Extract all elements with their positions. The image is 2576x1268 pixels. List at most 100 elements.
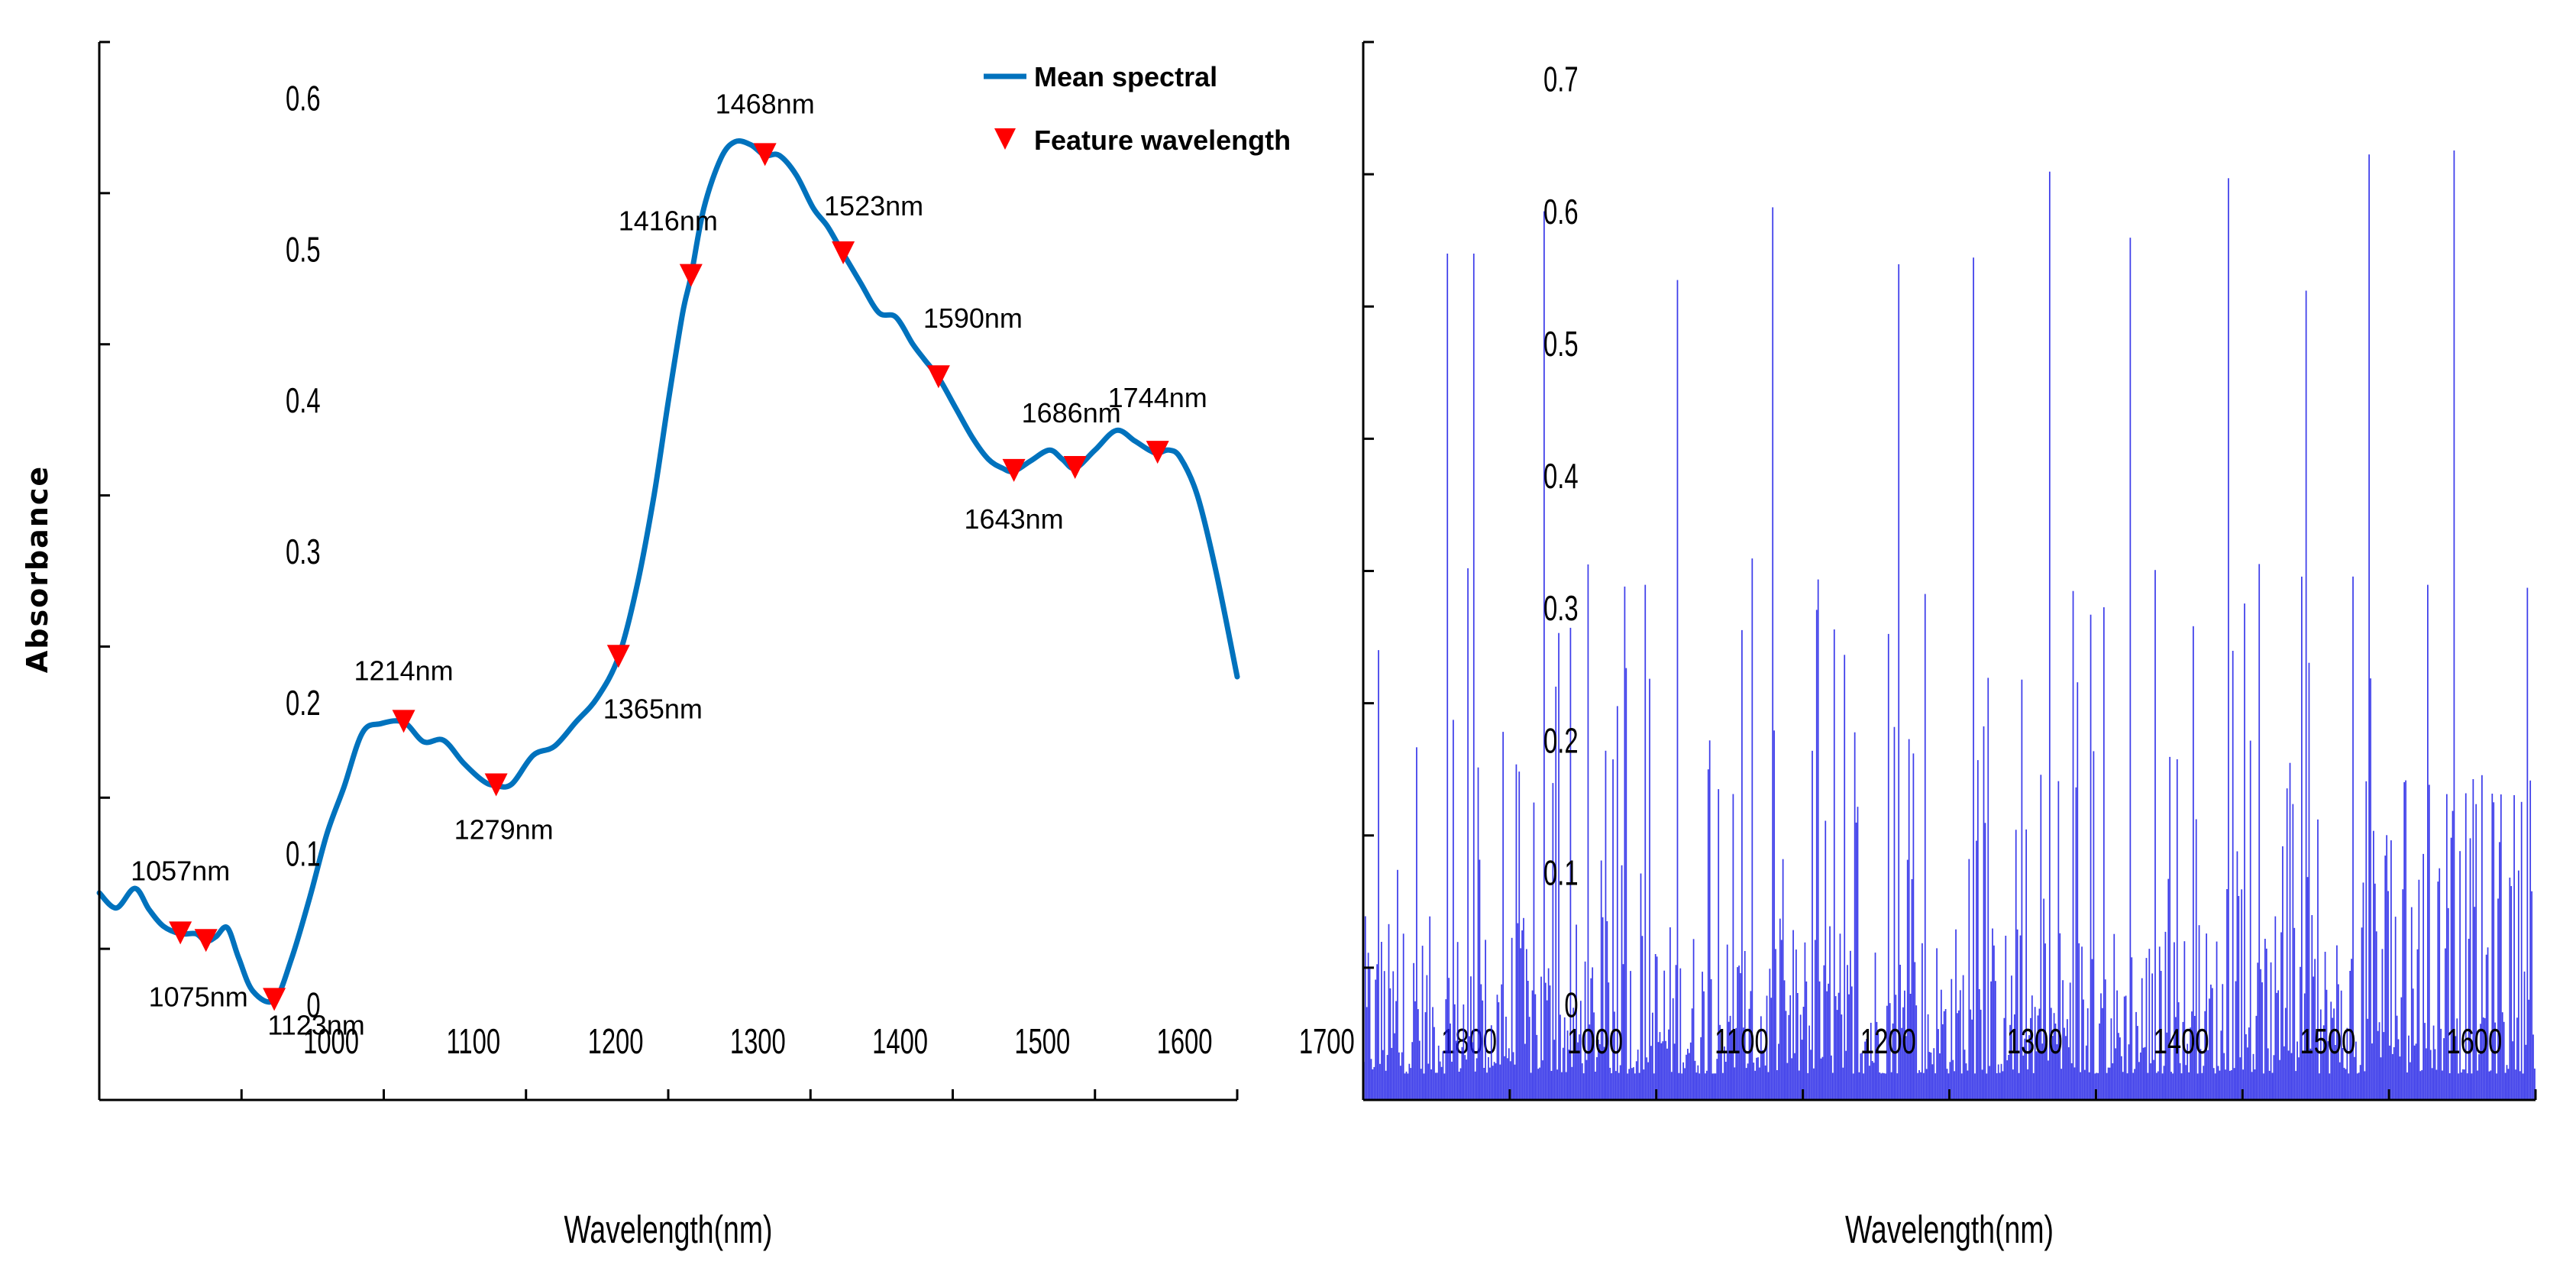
feature-bar: [1947, 1073, 1950, 1100]
feature-bar: [2377, 1030, 2379, 1100]
feature-bar: [1544, 982, 1547, 1100]
feature-bar: [2428, 784, 2430, 1100]
feature-bar: [1823, 965, 1825, 1100]
feature-bar: [1776, 1070, 1778, 1100]
feature-bar: [1502, 732, 1505, 1100]
feature-wavelength-marker: [263, 988, 286, 1011]
x-tick-label: 1400: [872, 1023, 928, 1062]
feature-bar: [1495, 1063, 1497, 1100]
feature-bar: [1757, 1057, 1759, 1100]
feature-bar: [1555, 686, 1557, 1100]
feature-bar: [1534, 994, 1537, 1100]
feature-bar: [2116, 990, 2118, 1100]
feature-bar: [2091, 959, 2093, 1100]
feature-bar: [1775, 949, 1776, 1100]
feature-bar: [1826, 991, 1828, 1100]
y-tick-label: 0.1: [1543, 854, 1579, 893]
feature-bar: [2279, 1059, 2280, 1100]
feature-bar: [2342, 1048, 2344, 1100]
feature-bar: [1364, 916, 1366, 1100]
feature-bar: [1909, 994, 1912, 1100]
feature-bar: [2190, 1027, 2191, 1100]
feature-bar: [2220, 1030, 2222, 1100]
feature-bar: [2300, 966, 2301, 1100]
feature-bar: [1525, 949, 1527, 1100]
feature-bar: [2018, 1072, 2020, 1100]
feature-bar: [2439, 868, 2441, 1100]
feature-bar: [2229, 1070, 2231, 1100]
feature-bar: [1939, 1053, 1941, 1100]
y-tick-label: 0.3: [286, 533, 321, 572]
feature-bar: [1920, 1072, 1921, 1100]
feature-bar: [2468, 939, 2470, 1100]
feature-bar: [1433, 1027, 1435, 1100]
feature-bar: [1673, 1043, 1676, 1100]
feature-bar: [1646, 1057, 1648, 1100]
feature-bar: [2174, 1017, 2177, 1100]
feature-bar: [2324, 952, 2326, 1100]
y-tick-label: 0.7: [1543, 60, 1579, 99]
feature-bar: [1719, 1024, 1721, 1100]
feature-bar: [1589, 1024, 1591, 1100]
feature-bar: [1958, 1010, 1960, 1100]
feature-bar: [2481, 775, 2483, 1100]
feature-wavelength-marker: [832, 241, 855, 264]
feature-bar: [1439, 1061, 1441, 1100]
y-tick-label: 0.4: [1543, 458, 1579, 497]
feature-bar: [2361, 927, 2363, 1100]
feature-bar: [2522, 1073, 2524, 1100]
feature-bar: [1879, 1072, 1881, 1100]
legend-label-feature-wavelength: Feature wavelength: [1034, 125, 1291, 156]
feature-bar: [2456, 1018, 2458, 1100]
feature-bar: [1504, 1056, 1505, 1100]
feature-bar: [2002, 1071, 2004, 1100]
feature-bar: [2203, 1066, 2205, 1100]
feature-bar: [2073, 1067, 2076, 1100]
feature-bar: [1420, 1069, 1422, 1100]
feature-bar: [1759, 1067, 1760, 1100]
feature-bar: [2493, 802, 2495, 1100]
x-tick-label: 1600: [1157, 1023, 1213, 1062]
feature-bar: [1609, 1067, 1611, 1100]
feature-bar: [1692, 939, 1695, 1100]
feature-bar: [1470, 976, 1472, 1100]
x-tick-label: 1300: [2007, 1023, 2063, 1062]
feature-bar: [2383, 1032, 2385, 1100]
feature-bar: [2512, 1041, 2514, 1100]
feature-bar: [2104, 979, 2106, 1100]
feature-bar: [1376, 964, 1378, 1100]
feature-bar: [2251, 1072, 2253, 1100]
feature-bar: [1864, 1041, 1866, 1100]
feature-bar: [2506, 1065, 2508, 1100]
feature-bar: [1678, 1072, 1680, 1100]
feature-bar: [2450, 837, 2452, 1100]
feature-bar: [1832, 1072, 1834, 1100]
feature-bar: [1695, 1072, 1698, 1100]
feature-bar: [1665, 1040, 1666, 1100]
feature-bar: [2277, 990, 2280, 1100]
feature-wavelength-label: 1075nm: [149, 981, 248, 1012]
feature-bar: [2177, 1002, 2180, 1100]
feature-bar: [1850, 950, 1851, 1100]
feature-bar: [2241, 889, 2243, 1100]
feature-bar: [2478, 1054, 2480, 1100]
feature-bar: [1675, 965, 1677, 1100]
feature-bar: [1946, 1069, 1948, 1100]
feature-bar: [1453, 720, 1454, 1100]
feature-bar: [1857, 807, 1859, 1100]
feature-bar: [1772, 207, 1774, 1100]
feature-bar: [1987, 678, 1989, 1100]
feature-bar: [1561, 1072, 1563, 1100]
feature-bar: [2236, 851, 2238, 1100]
feature-bar: [1375, 979, 1377, 1100]
feature-bar: [2389, 1045, 2390, 1100]
feature-bar: [1834, 996, 1837, 1100]
feature-bar: [2340, 990, 2342, 1100]
feature-bar: [2153, 1059, 2154, 1100]
feature-bar: [1423, 1073, 1425, 1100]
feature-bar: [1558, 632, 1559, 1100]
feature-bar: [2394, 917, 2397, 1100]
feature-bar: [1385, 1070, 1387, 1100]
feature-bar: [1918, 1070, 1920, 1100]
feature-bar: [1378, 650, 1379, 1100]
